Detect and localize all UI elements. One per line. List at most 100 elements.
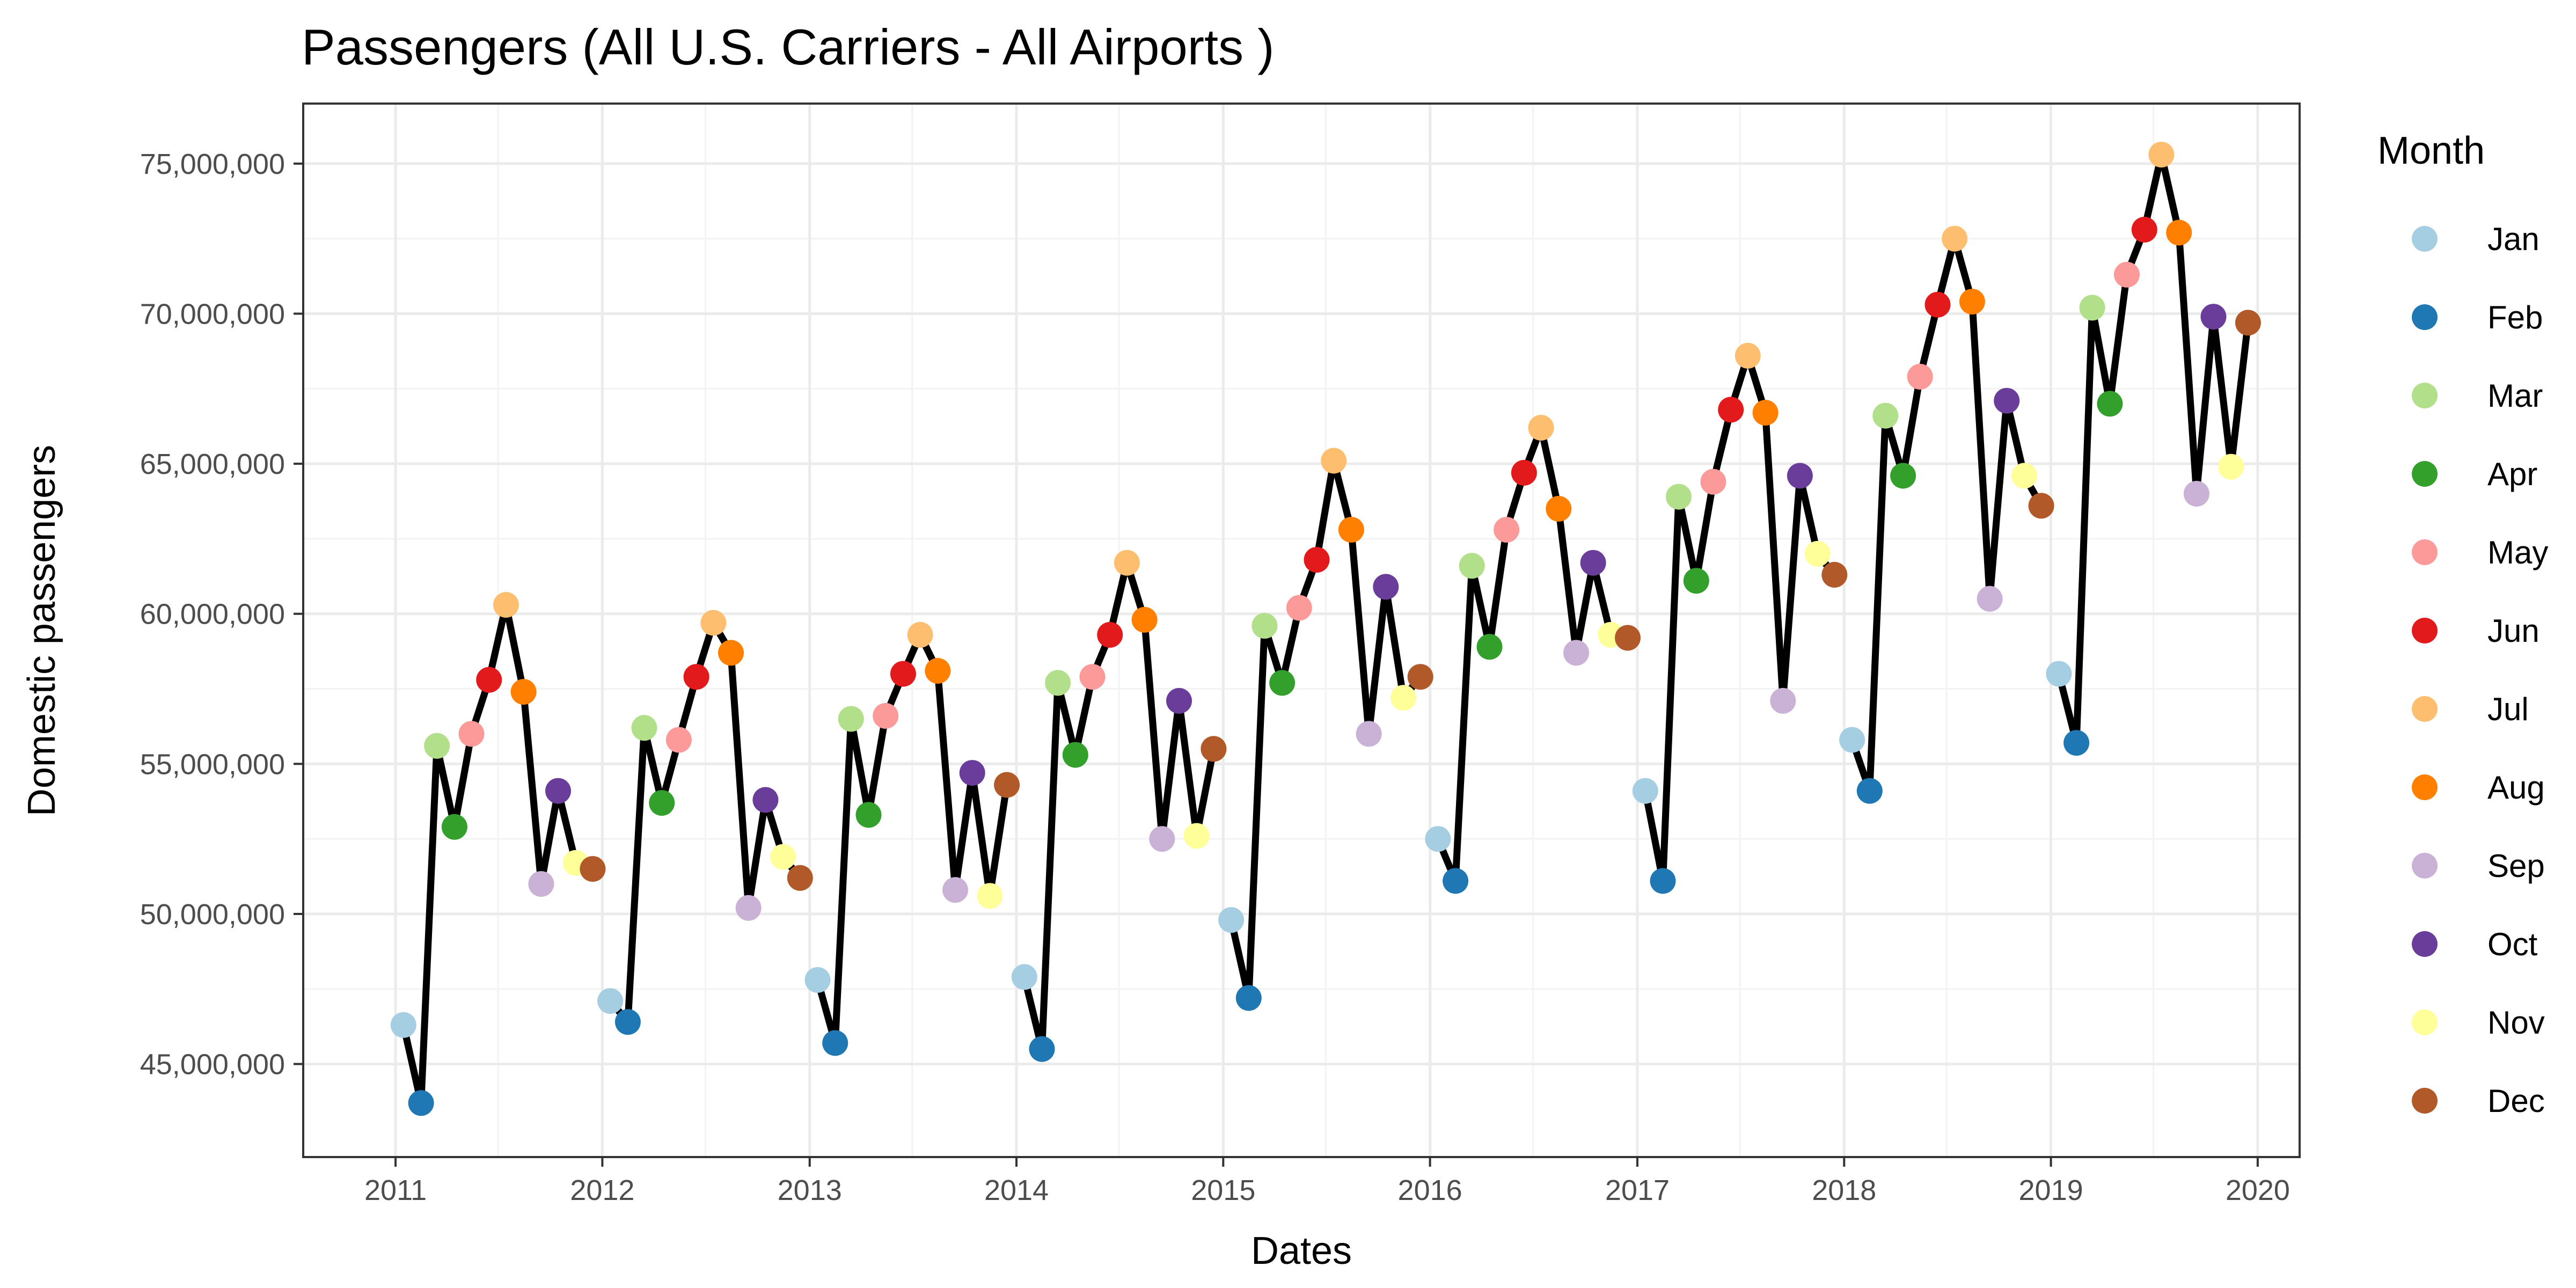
legend-label-sep: Sep: [2487, 848, 2545, 884]
data-point-2014-mar: [1045, 670, 1071, 696]
data-point-2016-feb: [1443, 868, 1469, 894]
data-point-2011-jul: [493, 592, 519, 618]
y-tick-label: 45,000,000: [140, 1049, 285, 1081]
data-point-2012-feb: [614, 1009, 641, 1035]
data-point-2017-may: [1700, 469, 1726, 495]
data-point-2014-jun: [1097, 621, 1123, 648]
data-point-2018-nov: [2011, 463, 2037, 489]
legend-label-apr: Apr: [2487, 456, 2537, 492]
data-point-2013-oct: [959, 760, 985, 786]
data-point-2019-jul: [2148, 142, 2175, 168]
y-axis-title: Domestic passengers: [20, 445, 63, 816]
legend-swatch-may: [2412, 539, 2438, 565]
y-axis: 45,000,000 50,000,000 55,000,000 60,000,000…: [140, 148, 303, 1081]
data-point-2018-feb: [1856, 778, 1883, 804]
data-point-2016-apr: [1476, 634, 1503, 660]
x-tick-label: 2016: [1398, 1174, 1462, 1206]
data-point-2014-sep: [1149, 826, 1175, 852]
y-tick-label: 60,000,000: [140, 598, 285, 631]
data-point-2011-sep: [528, 871, 554, 897]
data-point-2014-jan: [1011, 964, 1037, 990]
data-point-2018-jan: [1839, 727, 1865, 753]
data-point-2015-aug: [1338, 517, 1364, 543]
x-tick-label: 2013: [778, 1174, 842, 1206]
data-point-2019-may: [2114, 261, 2140, 288]
legend-swatch-jul: [2412, 696, 2438, 722]
data-point-2011-jun: [476, 667, 502, 693]
data-point-2012-oct: [752, 787, 779, 813]
series-line-2014: [1021, 559, 1217, 1053]
data-point-2018-apr: [1890, 463, 1916, 489]
series-line-2015: [1227, 457, 1423, 1002]
x-axis-title: Dates: [1251, 1230, 1352, 1272]
legend-label-dec: Dec: [2487, 1083, 2545, 1119]
x-tick-label: 2011: [364, 1174, 427, 1206]
data-point-2017-feb: [1650, 868, 1676, 894]
legend-swatch-mar: [2412, 383, 2438, 408]
data-point-2012-apr: [649, 790, 675, 816]
series-line-2013: [814, 631, 1011, 1046]
data-point-2014-dec: [1201, 736, 1227, 762]
data-point-2011-oct: [545, 778, 571, 804]
data-point-2017-dec: [1821, 562, 1848, 588]
legend-swatch-aug: [2412, 774, 2438, 800]
data-point-2017-jul: [1735, 342, 1761, 369]
data-point-2018-mar: [1872, 402, 1899, 429]
data-point-2018-sep: [1977, 586, 2003, 612]
data-point-2017-nov: [1804, 540, 1831, 567]
data-point-2019-mar: [2079, 295, 2105, 321]
data-point-2015-jan: [1218, 907, 1245, 933]
legend-label-feb: Feb: [2487, 299, 2543, 335]
data-point-2012-jan: [597, 988, 624, 1014]
data-point-2016-oct: [1580, 550, 1606, 576]
data-point-2014-feb: [1029, 1036, 1055, 1062]
data-point-2017-jun: [1718, 397, 1744, 423]
data-point-2012-nov: [770, 844, 796, 870]
data-point-2013-aug: [925, 658, 951, 684]
legend-entries: Jan Feb Mar Apr May Jun Jul Aug Sep Oct Nov Dec: [2412, 221, 2548, 1119]
data-point-2012-sep: [735, 895, 762, 921]
data-point-2015-sep: [1356, 721, 1382, 747]
x-tick-label: 2019: [2019, 1174, 2083, 1206]
data-point-2018-dec: [2028, 493, 2054, 519]
legend-swatch-oct: [2412, 931, 2438, 957]
legend-swatch-jun: [2412, 618, 2438, 643]
series-line-2017: [1642, 352, 1838, 884]
data-point-2016-jul: [1528, 415, 1554, 441]
data-point-2015-dec: [1407, 664, 1433, 690]
data-point-2019-jun: [2131, 216, 2157, 243]
data-point-2011-aug: [510, 679, 537, 705]
x-tick-label: 2014: [984, 1174, 1049, 1206]
x-axis: 2011 2012 2013 2014 2015 2016 2017 2018 2019 2020: [364, 1157, 2290, 1206]
data-point-2019-jan: [2046, 661, 2072, 687]
legend-swatch-jan: [2412, 226, 2438, 252]
data-point-2015-nov: [1391, 685, 1416, 711]
data-point-2012-mar: [631, 715, 657, 741]
data-point-2014-oct: [1166, 687, 1192, 714]
x-tick-label: 2020: [2226, 1174, 2290, 1206]
data-points: [390, 142, 2261, 1116]
data-point-2015-jun: [1304, 547, 1330, 573]
data-point-2017-aug: [1752, 400, 1779, 426]
data-point-2018-jul: [1942, 225, 1968, 252]
legend-label-may: May: [2487, 535, 2548, 570]
data-point-2019-oct: [2200, 304, 2227, 330]
data-point-2018-oct: [1994, 387, 2020, 414]
data-point-2013-sep: [942, 877, 968, 903]
data-point-2018-aug: [1959, 289, 1985, 315]
series-line-2019: [2055, 151, 2252, 747]
data-point-2015-feb: [1235, 985, 1262, 1011]
data-point-2015-apr: [1269, 670, 1296, 696]
data-point-2019-dec: [2235, 310, 2261, 336]
x-tick-label: 2015: [1191, 1174, 1255, 1206]
data-point-2018-jun: [1924, 291, 1951, 318]
data-point-2013-jul: [907, 621, 933, 648]
data-point-2012-jun: [683, 664, 709, 690]
data-point-2016-aug: [1546, 496, 1572, 522]
legend-swatch-sep: [2412, 853, 2438, 879]
legend-label-oct: Oct: [2487, 926, 2538, 962]
data-point-2016-jun: [1511, 459, 1537, 486]
data-point-2014-may: [1079, 664, 1106, 690]
legend-label-jul: Jul: [2487, 691, 2529, 727]
legend-label-mar: Mar: [2487, 378, 2543, 414]
